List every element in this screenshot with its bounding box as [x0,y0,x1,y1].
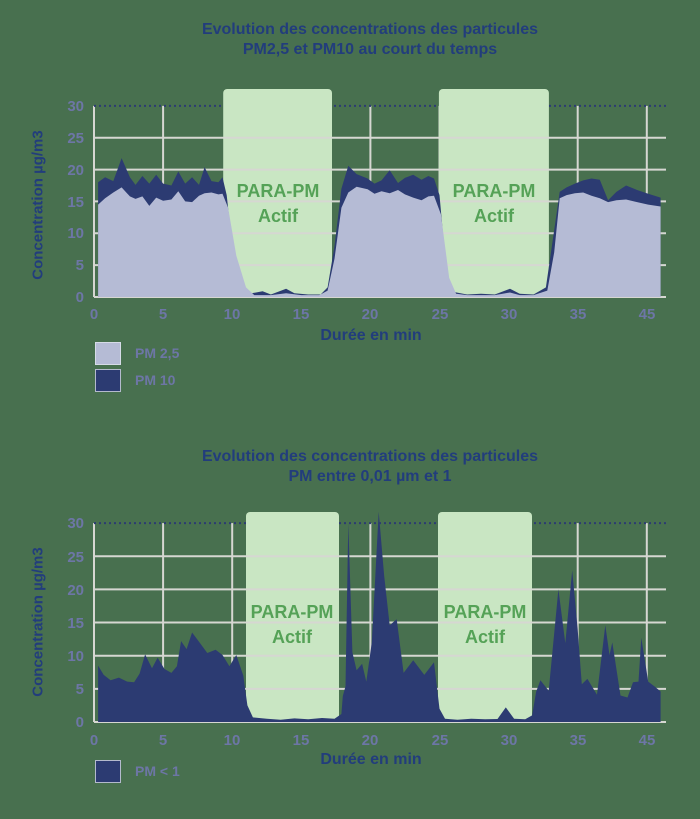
x-tick-label: 25 [432,732,449,749]
x-tick-label: 30 [501,306,518,323]
top-x-axis-label: Durée en min [320,327,421,344]
band-label: PARA-PM [237,181,320,201]
para-pm-active-band [223,89,332,297]
x-tick-label: 45 [639,732,656,749]
bottom-chart-title-line1: Evolution des concentrations des particu… [201,448,539,465]
y-tick-label: 10 [67,225,84,242]
x-tick-label: 0 [90,732,98,749]
x-tick-label: 30 [501,732,518,749]
x-tick-label: 35 [570,732,587,749]
legend-item-pm25: PM 2,5 [95,341,180,365]
top-chart-plot: PARA-PM Actif PARA-PM Actif 0 5 10 15 20… [67,89,666,344]
y-tick-label: 15 [67,615,84,632]
series-area-PM < 1 [98,511,661,722]
top-series-areas [98,158,661,297]
bottom-chart-title-line2: PM entre 0,01 µm et 1 [288,468,452,485]
y-tick-label: 30 [67,98,84,115]
para-pm-active-band [246,512,339,722]
legend-swatch-pm25 [95,341,121,365]
legend-swatch-pm1 [95,759,121,783]
band-label: Actif [474,206,515,226]
y-tick-label: 25 [67,549,84,566]
band-label: PARA-PM [251,602,334,622]
band-label: PARA-PM [453,181,536,201]
y-tick-label: 15 [67,194,84,211]
x-tick-label: 45 [639,306,656,323]
para-pm-active-band [438,512,532,722]
top-active-bands [223,89,549,297]
x-tick-label: 15 [293,306,310,323]
x-tick-label: 10 [224,732,241,749]
x-tick-label: 15 [293,732,310,749]
legend-label-pm10: PM 10 [135,372,176,388]
band-label: PARA-PM [444,602,527,622]
x-tick-label: 25 [432,306,449,323]
bottom-chart-plot: PARA-PM Actif PARA-PM Actif 0 5 10 15 20… [67,511,666,768]
series-area-PM 2,5 [98,186,661,297]
legend-label-pm1: PM < 1 [135,763,180,779]
y-tick-label: 5 [76,681,84,698]
legend-item-pm1: PM < 1 [95,759,180,783]
y-tick-label: 0 [76,714,84,731]
para-pm-active-band [438,89,549,297]
bottom-chart-title: Evolution des concentrations des particu… [44,447,696,487]
x-tick-label: 5 [159,306,167,323]
y-tick-label: 5 [76,257,84,274]
bottom-active-bands [246,512,532,722]
y-tick-label: 0 [76,289,84,306]
bottom-x-axis-label: Durée en min [320,751,421,768]
top-chart-title: Evolution des concentrations des particu… [44,20,696,60]
legend-swatch-pm10 [95,368,121,392]
y-tick-label: 30 [67,515,84,532]
x-tick-label: 5 [159,732,167,749]
x-tick-label: 35 [570,306,587,323]
y-tick-label: 25 [67,130,84,147]
band-label: Actif [465,627,506,647]
y-tick-label: 20 [67,162,84,179]
x-tick-label: 10 [224,306,241,323]
x-tick-label: 20 [362,732,379,749]
band-label: Actif [272,627,313,647]
y-tick-label: 10 [67,648,84,665]
legend-item-pm10: PM 10 [95,368,176,392]
bottom-series-areas [98,511,661,722]
x-tick-label: 20 [362,306,379,323]
legend-label-pm25: PM 2,5 [135,345,180,361]
band-label: Actif [258,206,299,226]
x-tick-label: 0 [90,306,98,323]
y-tick-label: 20 [67,582,84,599]
top-chart-title-line1: Evolution des concentrations des particu… [201,21,539,38]
top-chart-title-line2: PM2,5 et PM10 au court du temps [242,41,498,58]
